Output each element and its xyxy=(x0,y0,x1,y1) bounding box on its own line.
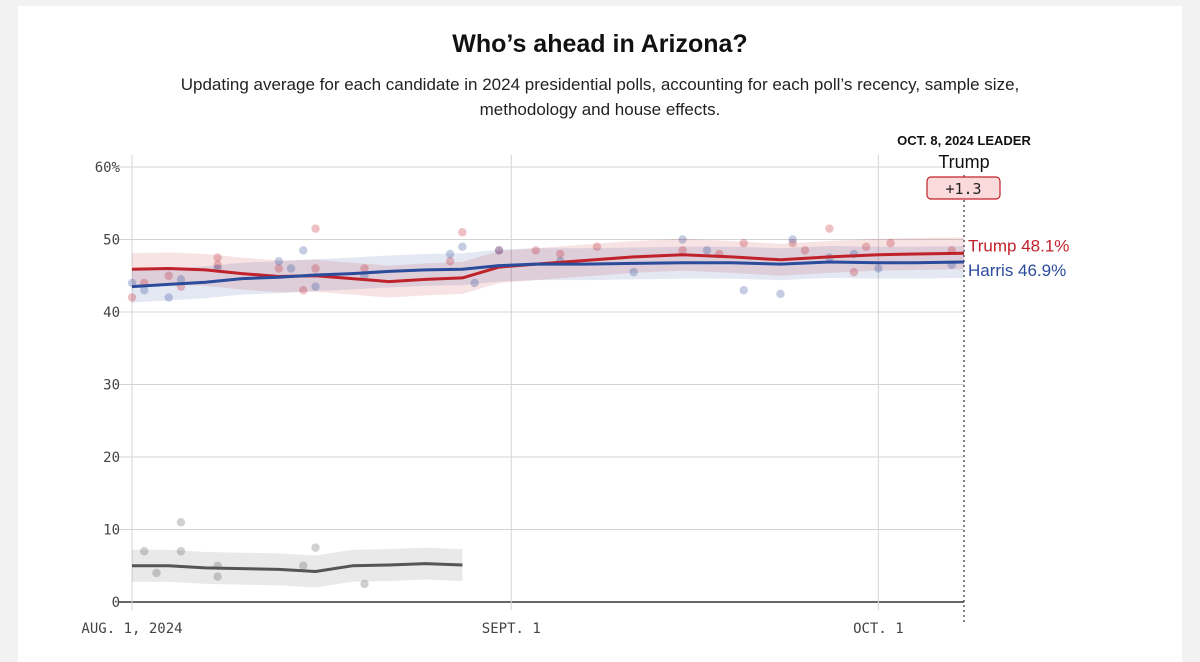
poll-dots xyxy=(127,224,956,589)
other-uncertainty-band xyxy=(132,547,463,588)
y-tick-label: 30 xyxy=(103,378,120,394)
leader-margin-badge xyxy=(926,176,1001,200)
average-lines xyxy=(131,251,965,573)
harris-poll-dot xyxy=(678,235,687,244)
harris-poll-dot xyxy=(470,278,479,288)
other-poll-dot xyxy=(140,547,149,556)
trump-poll-dot xyxy=(458,228,467,237)
harris-uncertainty-band xyxy=(132,246,964,303)
trump-poll-dot xyxy=(274,264,284,273)
trump-poll-dot xyxy=(360,264,369,273)
trump-poll-dot xyxy=(127,293,137,302)
harris-average-line xyxy=(131,260,965,289)
chart-subtitle: Updating average for each candidate in 2… xyxy=(180,75,1020,119)
trump-poll-dot xyxy=(739,238,748,248)
trump-poll-dot xyxy=(164,271,173,280)
trump-poll-dot xyxy=(299,286,308,295)
harris-poll-dot xyxy=(140,286,149,295)
harris-poll-dot xyxy=(874,264,883,273)
leader-margin-value: +1.3 xyxy=(945,180,981,198)
trump-poll-dot xyxy=(886,238,895,248)
y-tick-label: 40 xyxy=(103,305,120,321)
trump-poll-dot xyxy=(556,249,565,259)
harris-poll-dot xyxy=(788,235,797,244)
trump-poll-dot xyxy=(531,246,540,255)
harris-poll-dot xyxy=(776,289,785,299)
y-tick-label: 60% xyxy=(95,160,121,176)
y-tick-label: 10 xyxy=(103,523,120,539)
other-poll-dot xyxy=(299,561,308,570)
series-labels: Trump 48.1% Harris 46.9% xyxy=(968,236,1069,280)
trump-end-label: Trump 48.1% xyxy=(968,236,1069,255)
trump-poll-dot xyxy=(825,224,834,233)
other-poll-dot xyxy=(213,572,222,581)
harris-poll-dot xyxy=(458,242,467,251)
trump-poll-dot xyxy=(445,257,455,266)
other-poll-dot xyxy=(176,518,186,527)
harris-poll-dot xyxy=(702,246,712,255)
y-tick-label: 20 xyxy=(103,450,120,466)
harris-poll-dot xyxy=(176,275,186,284)
chart-card xyxy=(18,6,1182,662)
y-tick-label: 0 xyxy=(112,595,120,611)
harris-poll-dot xyxy=(445,249,455,259)
other-average-line xyxy=(132,562,463,573)
grid-layer: 0 10 20 30 40 50 60% AUG. 1, 2024 SEPT. 1 OCT. 1 xyxy=(81,155,965,637)
other-poll-dot xyxy=(152,568,161,578)
harris-poll-dot xyxy=(164,293,173,302)
harris-poll-dot xyxy=(286,264,296,273)
trump-poll-dot xyxy=(494,246,504,255)
trump-poll-dot xyxy=(213,253,222,262)
leader-date-label: OCT. 8, 2024 LEADER xyxy=(897,133,1031,148)
x-tick-label: SEPT. 1 xyxy=(482,621,541,637)
trump-poll-dot xyxy=(800,246,810,255)
trump-poll-dot xyxy=(849,267,859,277)
harris-poll-dot xyxy=(299,246,308,255)
other-poll-dot xyxy=(311,543,320,552)
chart-title: Who’s ahead in Arizona? xyxy=(452,30,748,58)
harris-poll-dot xyxy=(494,246,504,255)
uncertainty-bands xyxy=(132,237,964,588)
other-poll-dot xyxy=(360,579,369,589)
trump-poll-dot xyxy=(678,246,687,255)
x-tick-label: AUG. 1, 2024 xyxy=(81,621,182,637)
trump-poll-dot xyxy=(592,242,602,251)
harris-poll-dot xyxy=(311,282,320,291)
other-poll-dot xyxy=(176,547,186,556)
harris-end-label: Harris 46.9% xyxy=(968,261,1066,280)
harris-poll-dot xyxy=(629,267,638,277)
harris-poll-dot xyxy=(739,286,748,295)
y-tick-label: 50 xyxy=(103,233,120,249)
trump-uncertainty-band xyxy=(132,237,964,298)
leader-name: Trump xyxy=(938,152,989,172)
trump-poll-dot xyxy=(213,260,222,270)
trump-poll-dot xyxy=(311,224,320,233)
trump-poll-dot xyxy=(311,264,320,273)
x-tick-label: OCT. 1 xyxy=(853,621,904,637)
trump-poll-dot xyxy=(788,238,797,248)
trump-poll-dot xyxy=(861,242,871,251)
harris-poll-dot xyxy=(274,257,284,266)
